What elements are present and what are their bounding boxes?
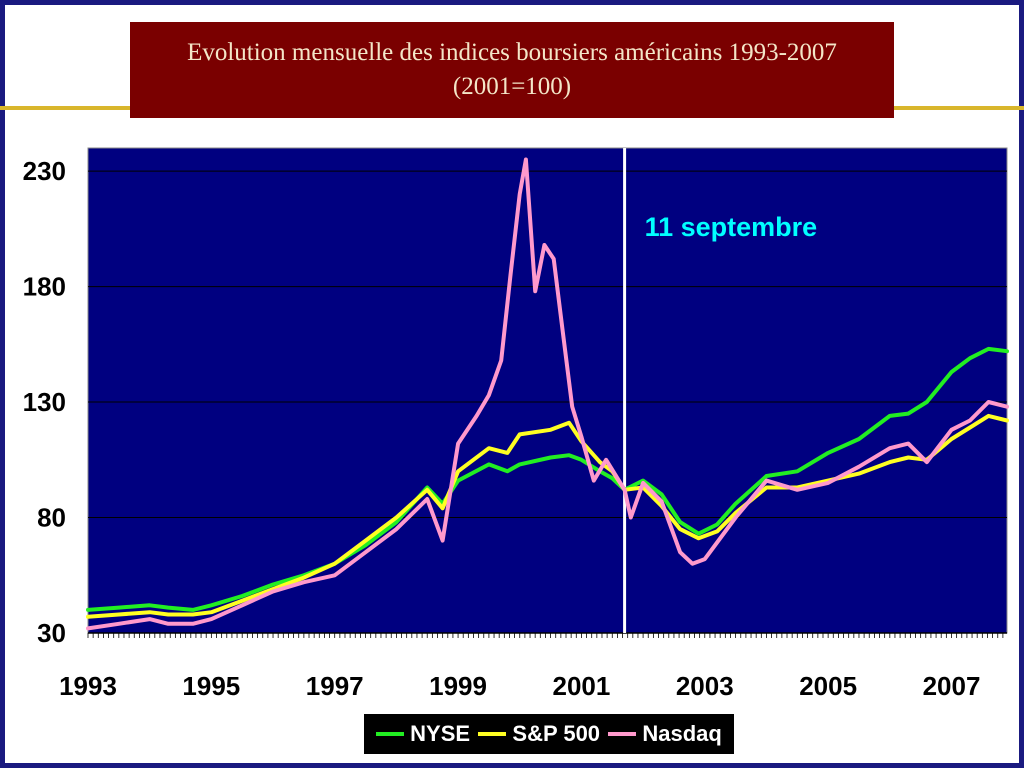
chart-legend: NYSE S&P 500 Nasdaq bbox=[364, 714, 734, 754]
x-tick-label: 2007 bbox=[923, 671, 981, 701]
x-tick-label: 1999 bbox=[429, 671, 487, 701]
x-tick-label: 2001 bbox=[553, 671, 611, 701]
legend-label-nyse: NYSE bbox=[410, 721, 471, 746]
legend-label-sp500: S&P 500 bbox=[512, 721, 601, 746]
x-tick-label: 2003 bbox=[676, 671, 734, 701]
frame-top-border bbox=[0, 0, 1024, 5]
frame-left-border bbox=[0, 0, 5, 768]
chart-title-line2: (2001=100) bbox=[452, 73, 572, 100]
legend-swatch-nyse bbox=[376, 732, 405, 736]
x-tick-label: 2005 bbox=[799, 671, 857, 701]
y-tick-label: 180 bbox=[23, 272, 66, 302]
frame-right-border bbox=[1019, 0, 1024, 768]
frame-bottom-border bbox=[0, 763, 1024, 768]
plot-area bbox=[87, 147, 1008, 634]
legend-swatch-sp500 bbox=[478, 732, 507, 736]
legend-item-nasdaq: Nasdaq bbox=[608, 721, 722, 747]
annotation-label: 11 septembre bbox=[645, 212, 818, 242]
x-tick-label: 1995 bbox=[182, 671, 240, 701]
legend-label-nasdaq: Nasdaq bbox=[642, 721, 722, 746]
series-line-nasdaq bbox=[86, 157, 1009, 631]
chart-title-box: Evolution mensuelle des indices boursier… bbox=[130, 22, 894, 118]
x-tick-label: 1997 bbox=[306, 671, 364, 701]
decorative-gold-line-left bbox=[0, 106, 130, 110]
legend-item-sp500: S&P 500 bbox=[478, 721, 600, 747]
legend-swatch-nasdaq bbox=[608, 732, 637, 736]
y-tick-label: 30 bbox=[37, 618, 66, 648]
chart-title-line1: Evolution mensuelle des indices boursier… bbox=[187, 39, 837, 66]
y-tick-label: 80 bbox=[37, 503, 66, 533]
series-line-nyse bbox=[86, 346, 1009, 612]
y-tick-label: 230 bbox=[23, 156, 66, 186]
y-tick-label: 130 bbox=[23, 387, 66, 417]
x-tick-label: 1993 bbox=[59, 671, 117, 701]
decorative-gold-line-right bbox=[894, 106, 1024, 110]
legend-item-nyse: NYSE bbox=[376, 721, 470, 747]
